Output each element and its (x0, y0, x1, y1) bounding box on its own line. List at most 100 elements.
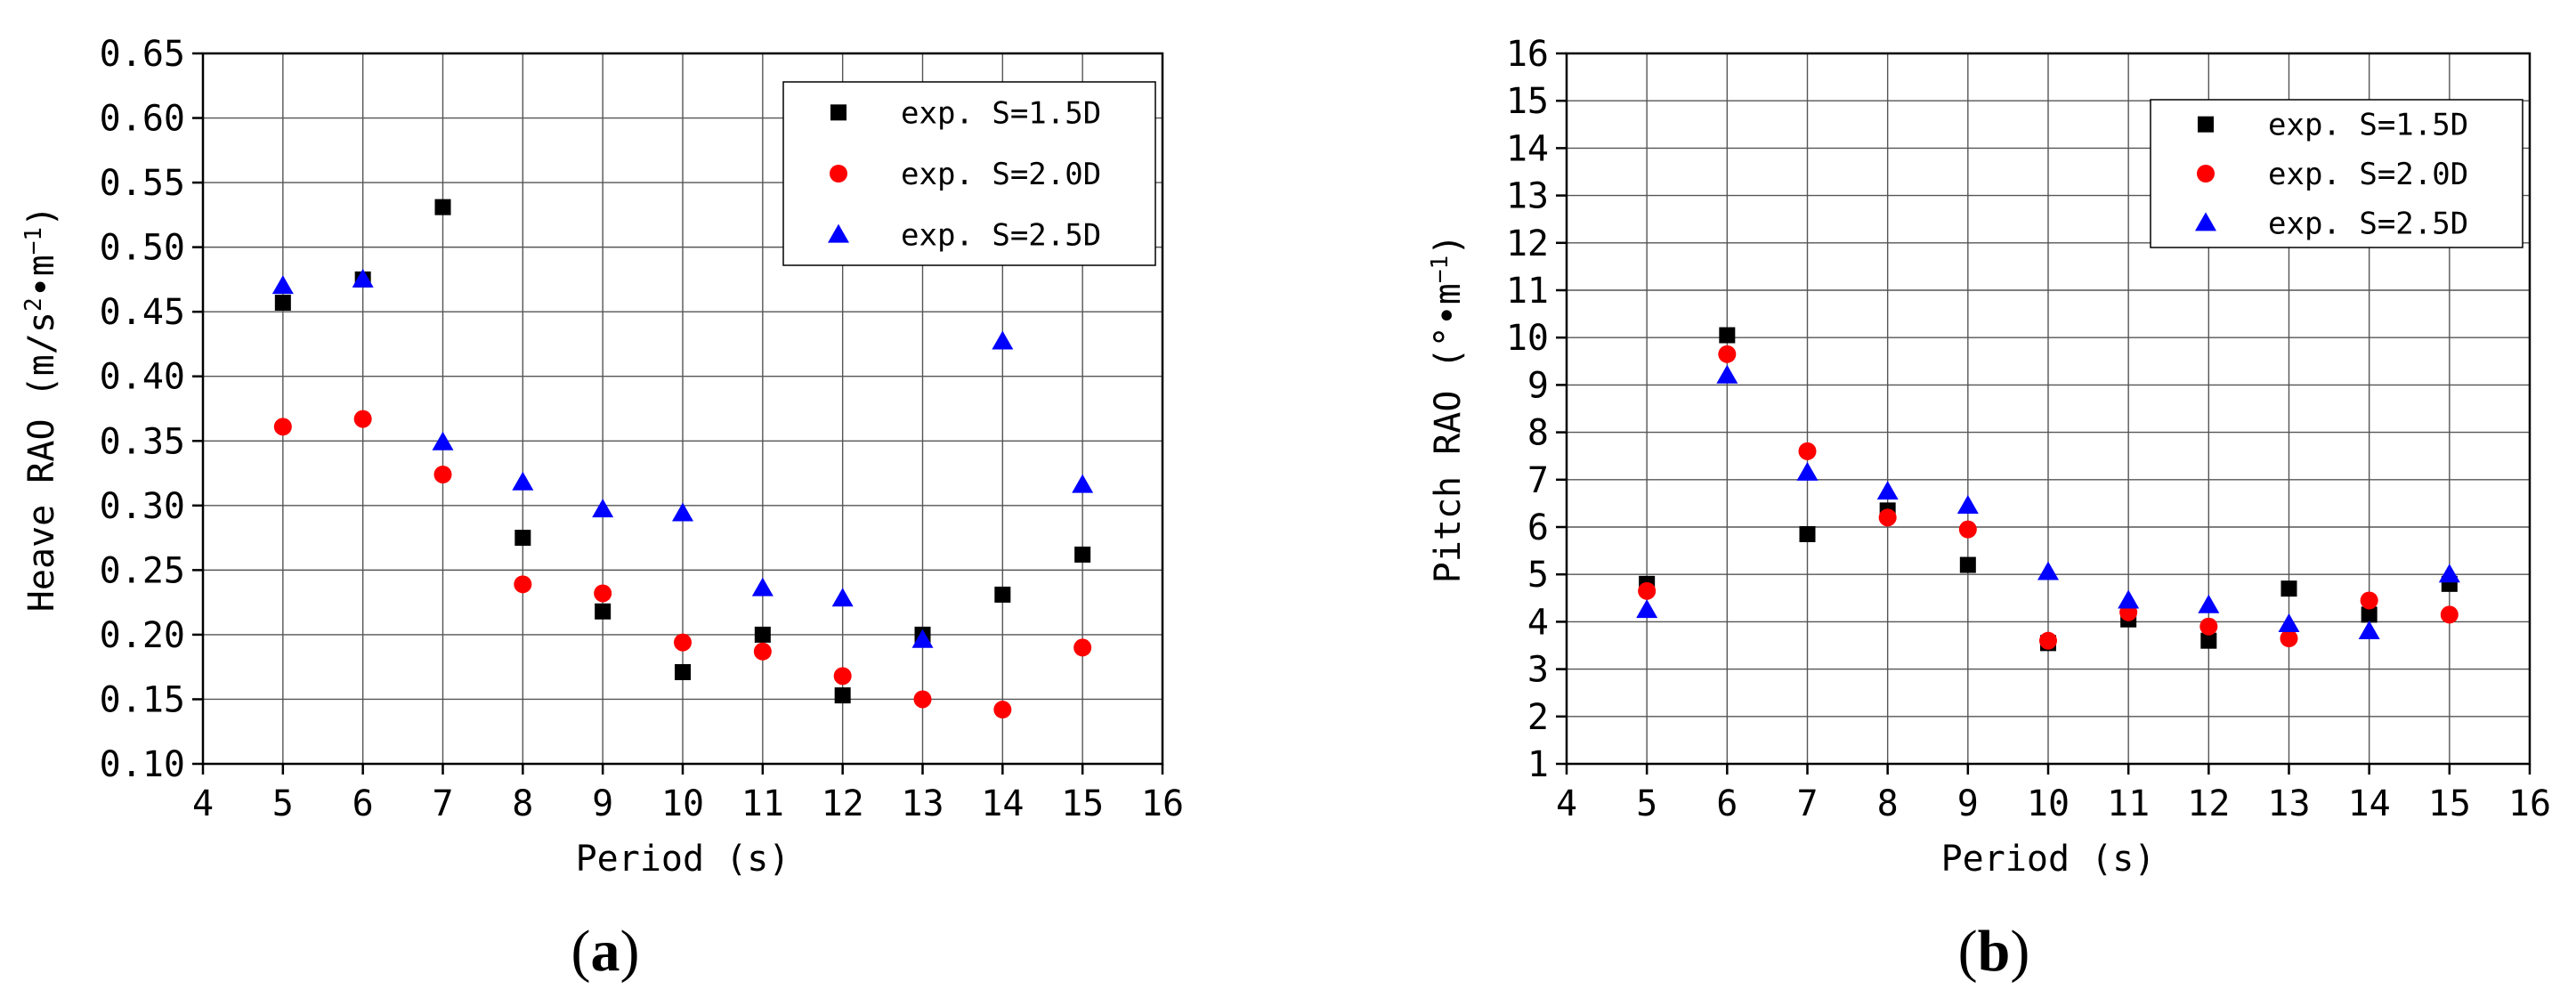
data-point (913, 690, 932, 709)
x-tick-label: 7 (1796, 783, 1818, 824)
y-tick-label: 12 (1506, 223, 1549, 264)
data-point (2198, 594, 2220, 613)
x-tick-label: 15 (1061, 783, 1104, 824)
data-point (1876, 481, 1899, 500)
panel-label-close: ) (620, 919, 640, 984)
data-point (274, 295, 291, 312)
x-tick-label: 15 (2428, 783, 2471, 824)
legend-label: exp. S=2.5D (901, 218, 1101, 254)
y-tick-label: 3 (1527, 650, 1549, 691)
x-tick-label: 8 (1877, 783, 1899, 824)
panel-label-close: ) (2010, 919, 2029, 984)
data-point (1636, 599, 1658, 619)
data-point (2360, 591, 2378, 610)
x-tick-label: 14 (981, 783, 1024, 824)
x-tick-label: 9 (1957, 783, 1979, 824)
data-point (1638, 581, 1657, 600)
data-point (512, 471, 534, 491)
data-point (911, 629, 934, 648)
y-tick-label: 0.45 (100, 292, 185, 333)
y-tick-label: 0.20 (100, 615, 185, 656)
data-point (2440, 605, 2459, 624)
y-tick-label: 15 (1506, 81, 1549, 122)
data-point (1074, 546, 1091, 563)
y-axis-label-superscript: −1 (1427, 256, 1454, 283)
y-axis-label: Heave RAO (m/s2•m−1) (20, 206, 62, 612)
series-triangle (1636, 364, 2460, 640)
legend-marker (2197, 165, 2215, 183)
data-point (2199, 617, 2218, 636)
y-tick-label: 2 (1527, 697, 1549, 738)
data-point (353, 410, 372, 428)
data-point (2361, 606, 2378, 623)
data-point (592, 499, 614, 518)
y-tick-label: 10 (1506, 318, 1549, 359)
panel-label-open: ( (571, 919, 591, 984)
x-tick-label: 4 (192, 783, 214, 824)
data-point (753, 642, 772, 661)
legend-marker (2198, 116, 2214, 133)
data-point (674, 633, 692, 652)
data-point (434, 199, 451, 215)
series-circle (1638, 345, 2459, 650)
data-point (1796, 461, 1819, 481)
y-tick-label: 0.55 (100, 163, 185, 204)
data-point (1798, 442, 1817, 460)
x-tick-label: 12 (822, 783, 864, 824)
x-tick-label: 6 (352, 783, 374, 824)
y-tick-label: 0.15 (100, 679, 185, 720)
data-point (2118, 589, 2140, 609)
y-tick-label: 0.65 (100, 34, 185, 75)
y-tick-label: 13 (1506, 176, 1549, 217)
x-tick-label: 14 (2348, 783, 2391, 824)
data-point (1719, 327, 1736, 344)
x-tick-label: 13 (901, 783, 944, 824)
x-tick-label: 11 (2107, 783, 2150, 824)
data-point (2358, 621, 2380, 640)
data-point (514, 530, 531, 547)
data-point (1072, 474, 1094, 493)
x-tick-label: 6 (1716, 783, 1738, 824)
y-tick-label: 7 (1527, 460, 1549, 501)
data-point (675, 663, 691, 680)
data-point (273, 418, 292, 436)
legend-label: exp. S=1.5D (901, 95, 1101, 131)
x-tick-label: 12 (2187, 783, 2230, 824)
y-axis-label-superscript: −1 (20, 227, 47, 255)
x-tick-label: 13 (2267, 783, 2310, 824)
y-tick-label: 14 (1506, 128, 1549, 169)
y-tick-label: 4 (1527, 602, 1549, 643)
y-axis-label-part: ) (21, 206, 62, 227)
y-tick-label: 6 (1527, 507, 1549, 548)
data-point (1799, 525, 1816, 542)
x-axis-label: Period (s) (1941, 839, 2156, 880)
data-point (672, 502, 693, 522)
legend-label: exp. S=2.5D (2268, 206, 2468, 241)
data-point (1959, 556, 1976, 573)
data-point (834, 687, 851, 704)
x-tick-label: 9 (592, 783, 613, 824)
x-tick-label: 10 (2027, 783, 2070, 824)
panel-label: (a) (571, 919, 640, 984)
data-point (992, 330, 1014, 350)
y-tick-label: 11 (1506, 271, 1549, 312)
pitch-rao-chart: 4 5 6 7 8 9 10 11 12 13 14 15 1612345678910111213141… (1427, 34, 2551, 984)
data-point (831, 588, 854, 607)
data-point (2280, 629, 2298, 648)
legend-marker (828, 223, 849, 243)
panel-label: (b) (1958, 919, 2030, 984)
data-point (432, 431, 454, 450)
panel-label-letter: a (591, 919, 620, 984)
data-point (433, 465, 452, 483)
y-tick-label: 0.40 (100, 357, 185, 398)
x-tick-label: 10 (661, 783, 704, 824)
y-axis-label-part: •m (21, 255, 62, 297)
y-axis-label: Pitch RAO (°•m−1) (1427, 234, 1469, 584)
legend: exp. S=1.5D exp. S=2.0D exp. S=2.5D (782, 81, 1156, 266)
legend-label: exp. S=2.0D (901, 157, 1101, 192)
data-point (2438, 564, 2460, 583)
x-tick-label: 4 (1556, 783, 1577, 824)
data-point (594, 584, 612, 603)
data-point (1958, 520, 1977, 539)
